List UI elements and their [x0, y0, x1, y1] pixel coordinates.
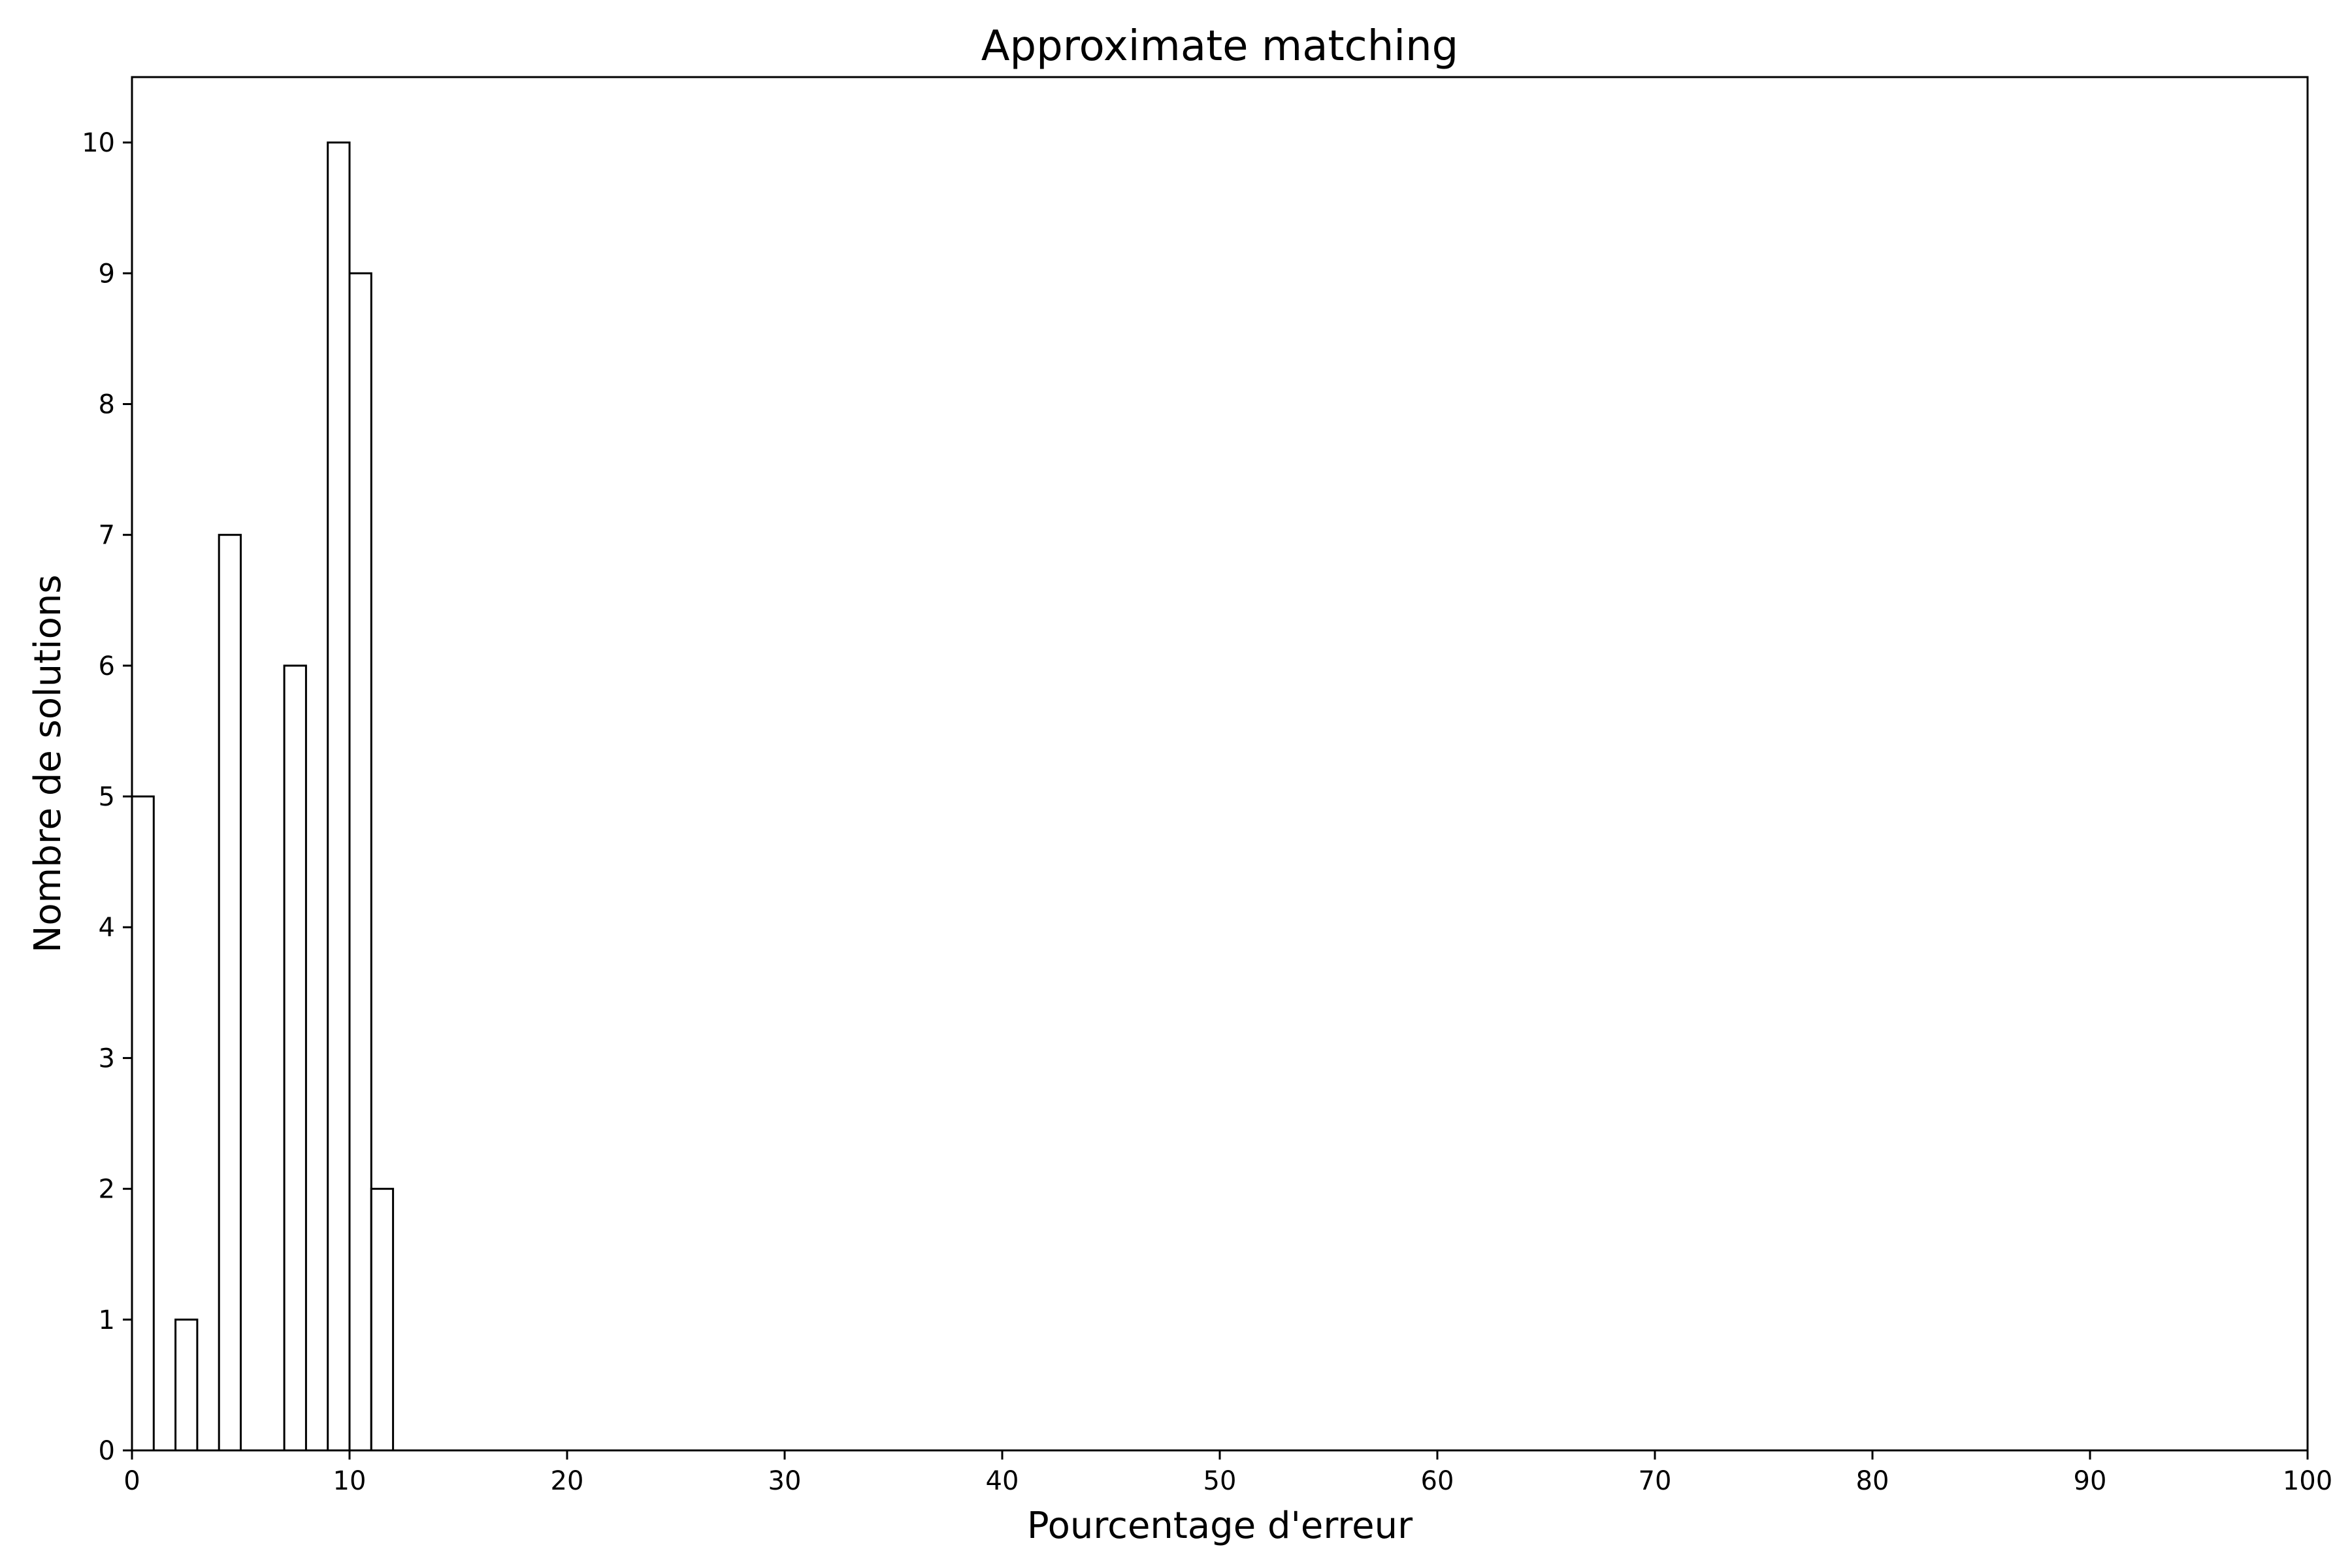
x-tick-label-8: 80 — [1856, 1466, 1889, 1496]
bar-0 — [131, 795, 155, 1452]
y-tick-label-2: 2 — [99, 1175, 115, 1205]
x-tick-label-1: 10 — [333, 1466, 367, 1496]
y-ticks-group: 0 1 2 3 4 5 6 7 8 9 10 — [82, 128, 132, 1466]
x-tick-label-2: 20 — [551, 1466, 584, 1496]
y-tick-label-7: 7 — [99, 521, 115, 551]
bar-5 — [348, 272, 372, 1452]
x-tick-label-3: 30 — [768, 1466, 802, 1496]
x-axis-label: Pourcentage d'erreur — [1027, 1505, 1413, 1547]
y-tick-label-9: 9 — [99, 259, 115, 289]
bar-4 — [327, 141, 351, 1452]
x-ticks-group: 0 10 20 30 40 50 60 70 80 90 100 — [123, 1450, 2332, 1496]
y-tick-label-5: 5 — [99, 782, 115, 812]
bar-3 — [283, 664, 307, 1452]
y-tick-label-4: 4 — [99, 913, 115, 943]
x-tick-label-9: 90 — [2074, 1466, 2107, 1496]
y-tick-label-0: 0 — [99, 1436, 115, 1466]
y-tick-label-10: 10 — [82, 128, 115, 158]
bar-6 — [370, 1188, 395, 1452]
bar-1 — [174, 1318, 199, 1452]
x-tick-label-6: 60 — [1421, 1466, 1454, 1496]
x-tick-label-5: 50 — [1203, 1466, 1237, 1496]
y-tick-label-3: 3 — [99, 1043, 115, 1073]
x-tick-label-4: 40 — [986, 1466, 1019, 1496]
bar-2 — [218, 534, 242, 1452]
y-tick-label-6: 6 — [99, 651, 115, 681]
y-tick-label-1: 1 — [99, 1305, 115, 1335]
x-tick-label-7: 70 — [1639, 1466, 1672, 1496]
y-axis-label: Nombre de solutions — [27, 574, 69, 953]
chart-title: Approximate matching — [981, 22, 1459, 71]
y-tick-label-8: 8 — [99, 389, 115, 419]
x-tick-label-10: 100 — [2283, 1466, 2332, 1496]
x-tick-label-0: 0 — [123, 1466, 140, 1496]
